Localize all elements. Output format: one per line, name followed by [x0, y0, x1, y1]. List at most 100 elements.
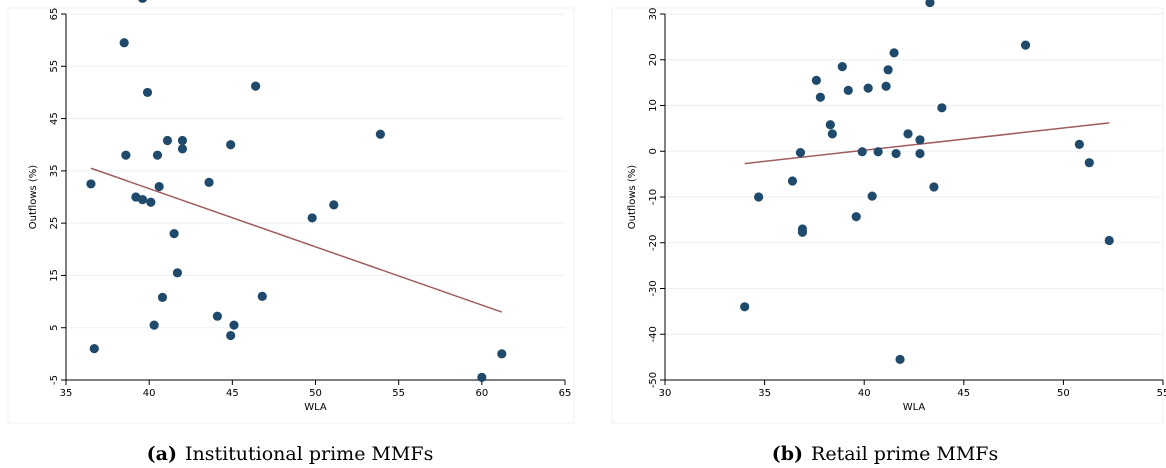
y-axis-label: Outflows (%) — [627, 165, 638, 230]
data-point — [152, 150, 163, 160]
data-point — [1084, 158, 1094, 168]
panel-institutional: 35 40 45 50 55 60 65 -5 5 15 25 35 45 55 65 WLA Outflows… — [7, 0, 575, 465]
x-tick-label: 55 — [1157, 388, 1166, 399]
data-point — [329, 200, 339, 210]
data-point — [787, 176, 798, 186]
data-point — [937, 103, 947, 113]
data-point — [212, 311, 222, 321]
data-point — [863, 83, 873, 93]
y-tick-label: -5 — [49, 375, 60, 385]
y-tick-label: -10 — [648, 189, 659, 205]
data-point — [883, 65, 893, 75]
x-tick-label: 45 — [957, 388, 970, 399]
data-point — [226, 330, 236, 341]
data-point — [229, 320, 239, 330]
panel-frame — [611, 7, 1164, 424]
data-point — [497, 349, 507, 359]
data-point — [119, 38, 129, 48]
data-point — [177, 135, 188, 146]
data-point — [307, 213, 317, 223]
x-axis-label: WLA — [903, 402, 926, 413]
data-point — [142, 87, 153, 98]
data-point — [204, 177, 214, 187]
panel-retail: 30 35 40 45 50 55 -50 -40 -30 -20 -10 0 10 20 30 WLA Out… — [611, 0, 1166, 465]
y-tick-label: 25 — [49, 217, 60, 230]
data-point — [903, 129, 913, 139]
x-tick-label: 40 — [143, 388, 156, 399]
data-point — [873, 147, 883, 157]
x-tick-label: 50 — [1057, 388, 1070, 399]
x-tick-label: 50 — [309, 388, 322, 399]
data-point — [895, 354, 905, 365]
data-point — [154, 181, 164, 192]
data-point — [257, 291, 267, 301]
x-tick-label: 60 — [475, 388, 488, 399]
data-point — [1104, 235, 1114, 246]
panel-frame — [7, 7, 575, 424]
panel-caption: (b) Retail prime MMFs — [772, 443, 998, 465]
y-tick-label: 65 — [49, 8, 60, 21]
y-tick-label: 55 — [49, 60, 60, 73]
y-axis-label: Outflows (%) — [28, 165, 39, 230]
data-point — [811, 75, 821, 85]
y-tick-label: 15 — [49, 269, 60, 282]
y-tick-label: 5 — [49, 325, 60, 331]
y-tick-label: 20 — [648, 53, 659, 66]
y-tick-label: -50 — [648, 372, 659, 388]
x-tick-label: 35 — [758, 388, 771, 399]
data-point — [226, 140, 236, 150]
data-point — [915, 148, 925, 159]
data-point — [889, 48, 899, 58]
panel-caption: (a) Institutional prime MMFs — [147, 443, 434, 465]
data-point — [477, 372, 487, 382]
y-tick-label: 30 — [648, 8, 659, 21]
data-point — [177, 144, 188, 154]
data-point — [925, 0, 935, 8]
data-point — [815, 92, 825, 102]
data-point — [795, 148, 806, 158]
caption-tag: (b) — [772, 443, 803, 465]
data-point — [137, 195, 148, 205]
data-point — [169, 229, 179, 239]
caption-text: Institutional prime MMFs — [185, 443, 433, 465]
data-point — [891, 148, 901, 159]
data-point — [740, 302, 750, 312]
data-point — [843, 85, 853, 96]
y-tick-label: -30 — [648, 280, 659, 296]
data-point — [375, 129, 385, 139]
data-point — [138, 0, 147, 3]
data-point — [881, 81, 891, 91]
y-tick-label: 45 — [49, 112, 60, 125]
fit-line — [90, 167, 503, 313]
y-tick-label: -20 — [648, 235, 659, 251]
data-point — [1020, 40, 1031, 50]
x-tick-label: 40 — [858, 388, 871, 399]
y-tick-label: -40 — [648, 326, 659, 342]
data-point — [162, 135, 173, 146]
x-tick-label: 30 — [659, 388, 672, 399]
data-point — [754, 192, 764, 202]
data-point — [851, 212, 861, 222]
x-axis-label: WLA — [304, 402, 327, 413]
data-point — [915, 135, 925, 145]
y-tick-label: 0 — [648, 148, 659, 154]
fit-line — [744, 122, 1110, 165]
data-point — [121, 150, 131, 160]
data-point — [857, 147, 867, 157]
data-point — [827, 129, 837, 139]
x-tick-label: 35 — [60, 388, 73, 399]
data-point — [797, 227, 808, 237]
y-tick-label: 35 — [49, 164, 60, 177]
data-point — [929, 182, 939, 192]
data-point — [867, 191, 877, 201]
x-tick-label: 45 — [226, 388, 239, 399]
data-point — [157, 292, 168, 302]
data-point — [172, 268, 183, 278]
caption-tag: (a) — [147, 443, 177, 465]
data-point — [251, 81, 261, 91]
data-point — [146, 197, 156, 207]
x-tick-label: 55 — [392, 388, 405, 399]
data-point — [86, 179, 96, 189]
y-tick-label: 10 — [648, 99, 659, 112]
